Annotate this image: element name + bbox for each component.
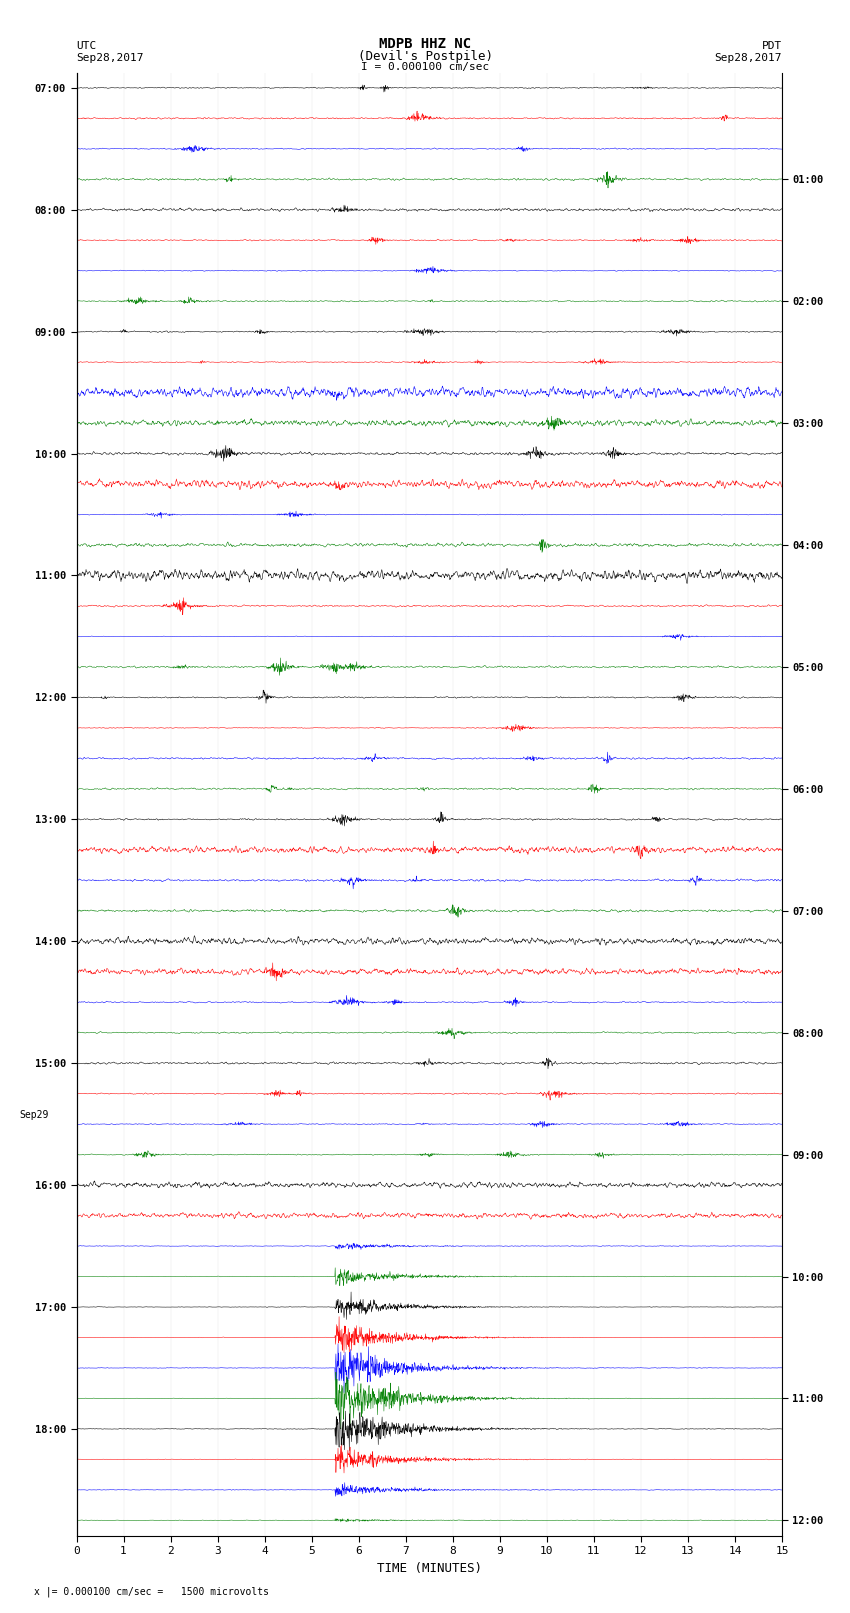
Text: (Devil's Postpile): (Devil's Postpile) <box>358 50 492 63</box>
Text: I = 0.000100 cm/sec: I = 0.000100 cm/sec <box>361 61 489 71</box>
X-axis label: TIME (MINUTES): TIME (MINUTES) <box>377 1561 482 1574</box>
Text: Sep29: Sep29 <box>19 1110 48 1119</box>
Text: x |= 0.000100 cm/sec =   1500 microvolts: x |= 0.000100 cm/sec = 1500 microvolts <box>34 1586 269 1597</box>
Text: PDT: PDT <box>762 40 782 50</box>
Text: UTC: UTC <box>76 40 97 50</box>
Text: Sep28,2017: Sep28,2017 <box>715 53 782 63</box>
Text: MDPB HHZ NC: MDPB HHZ NC <box>379 37 471 50</box>
Text: Sep28,2017: Sep28,2017 <box>76 53 144 63</box>
